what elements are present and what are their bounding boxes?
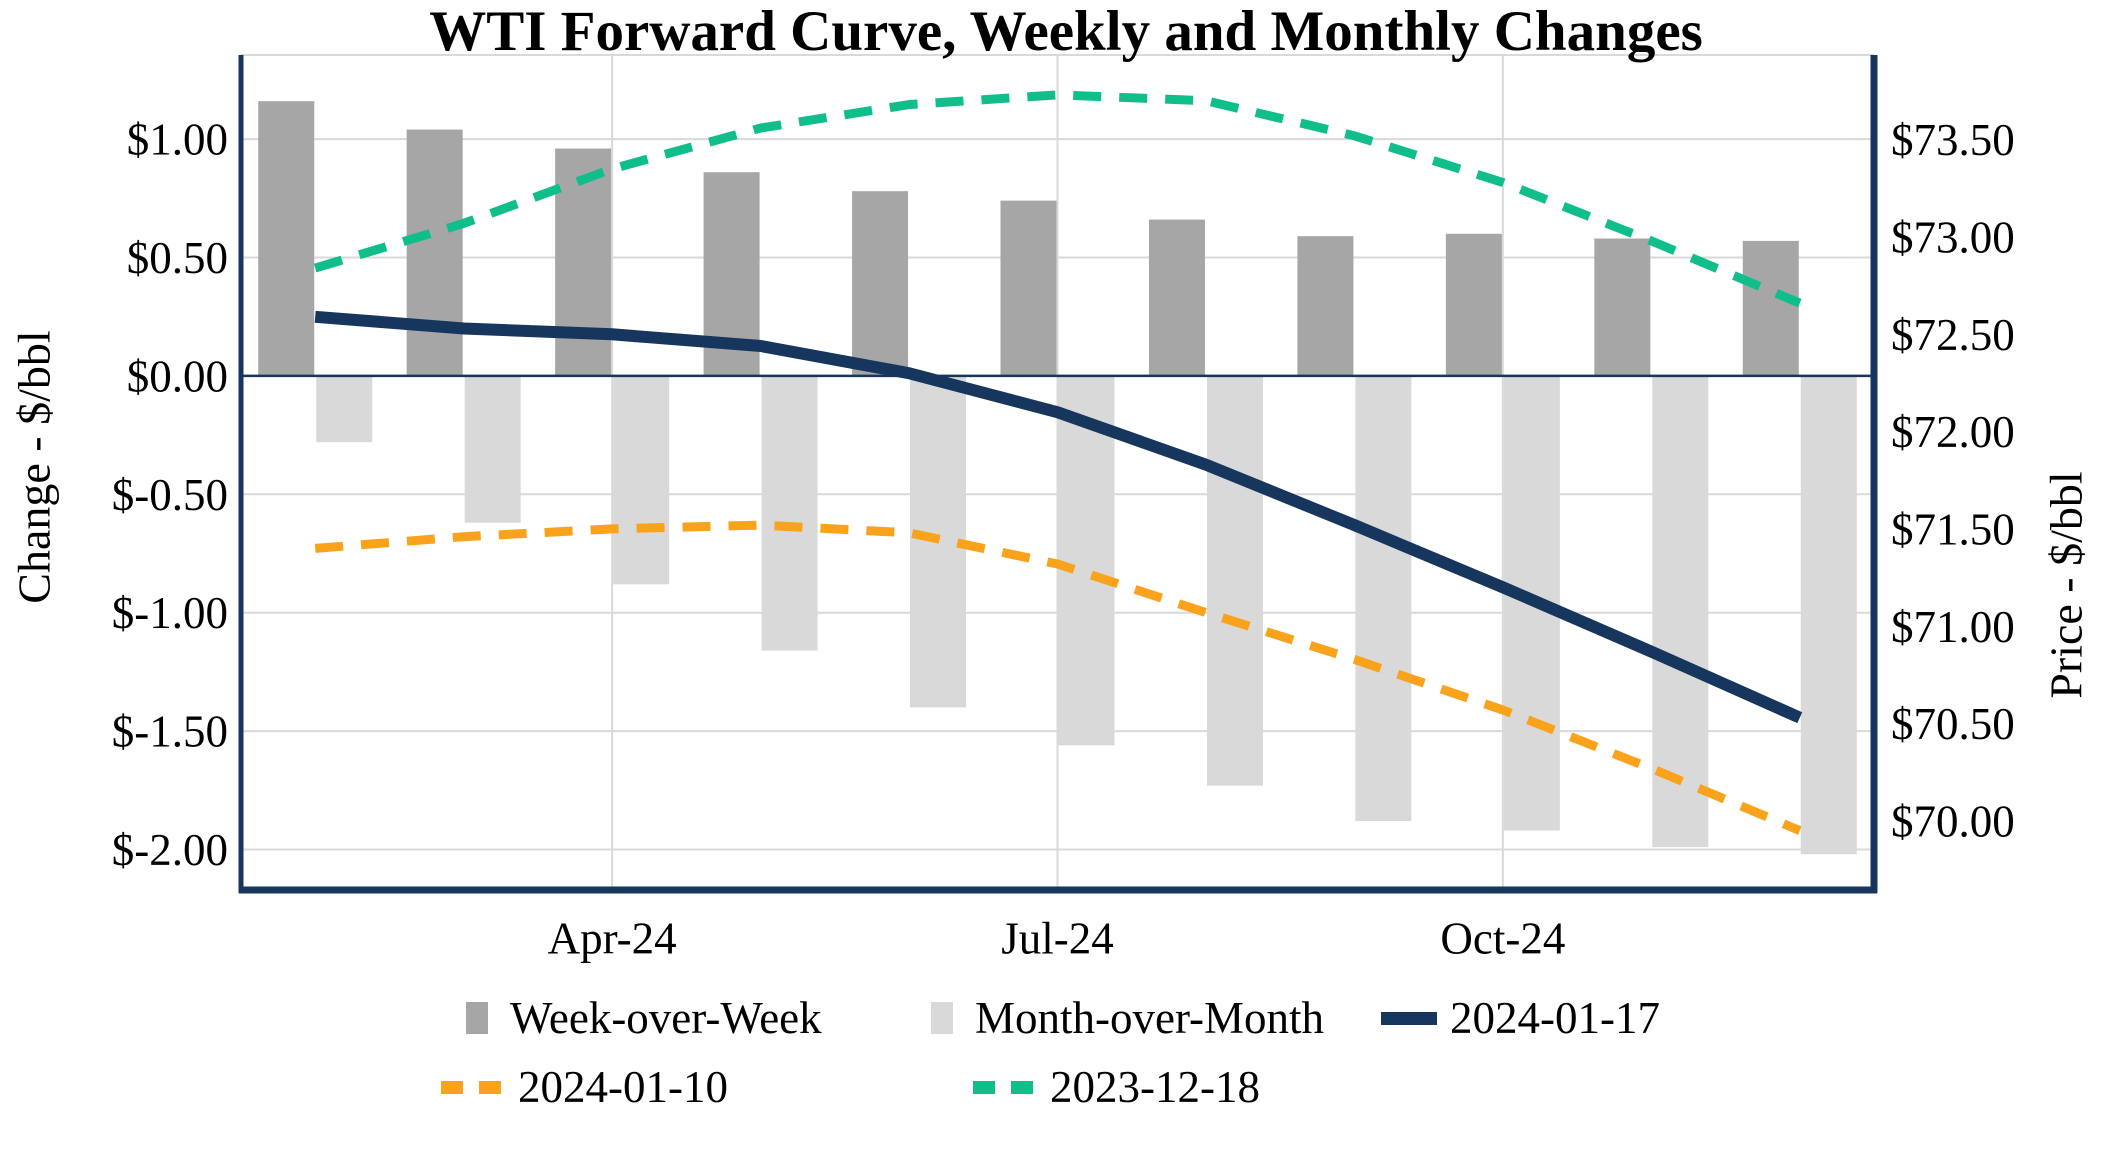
bar-month-over-month (761, 375, 818, 651)
y-tick-label-left: $-1.00 (112, 588, 228, 638)
y-tick-label-right: $70.50 (1891, 699, 2015, 749)
bar-month-over-month (613, 375, 670, 585)
y-tick-label-left: $-0.50 (112, 470, 228, 520)
y-tick-label-left: $-2.00 (112, 825, 228, 875)
legend-item-2024-01-17: 2024-01-17 (1381, 990, 1660, 1046)
legend-item-month-over-month: Month-over-Month (931, 990, 1324, 1046)
legend-item-2023-12-18: 2023-12-18 (973, 1059, 1260, 1115)
bar-month-over-month (1355, 375, 1412, 822)
bar-week-over-week (1148, 219, 1205, 376)
y-tick-label-left: $1.00 (127, 115, 228, 165)
y-tick-label-left: $0.00 (127, 351, 228, 401)
bar-week-over-week (1445, 233, 1502, 376)
bar-month-over-month (1206, 375, 1263, 786)
y-tick-label-right: $71.50 (1891, 504, 2015, 554)
chart-title: WTI Forward Curve, Weekly and Monthly Ch… (429, 0, 1703, 63)
solid-line-marker (1381, 1011, 1437, 1025)
y-tick-label-left: $0.50 (127, 233, 228, 283)
line-2024-01-17 (314, 310, 1803, 724)
y-tick-label-right: $73.00 (1891, 213, 2015, 263)
bar-week-over-week (1742, 240, 1799, 376)
bar-week-over-week (1000, 200, 1057, 376)
bar-week-over-week (258, 101, 315, 376)
bar-week-over-week (852, 191, 909, 376)
bar-month-over-month (1058, 375, 1115, 746)
y-tick-label-right: $70.00 (1891, 796, 2015, 846)
bar-week-over-week (406, 129, 463, 376)
dashed-line-marker (441, 1080, 501, 1094)
x-tick-label: Apr-24 (548, 914, 677, 964)
month-over-month-swatch (931, 1002, 953, 1034)
legend-label: Week-over-Week (510, 993, 822, 1043)
left-axis-title: Change - $/bbl (8, 330, 60, 604)
y-tick-label-right: $72.00 (1891, 407, 2015, 457)
y-tick-label-left: $-1.50 (112, 707, 228, 757)
legend-label: 2024-01-17 (1450, 993, 1660, 1043)
y-tick-label-right: $73.50 (1891, 115, 2015, 165)
dashed-line-marker (973, 1080, 1033, 1094)
right-axis-title: Price - $/bbl (2040, 471, 2092, 699)
legend-item-2024-01-10: 2024-01-10 (441, 1059, 728, 1115)
y-tick-label-right: $72.50 (1891, 310, 2015, 360)
line-2024-01-10 (314, 520, 1802, 835)
bar-week-over-week (1297, 236, 1354, 376)
legend-label: Month-over-Month (975, 993, 1325, 1043)
x-tick-label: Oct-24 (1440, 914, 1565, 964)
legend-item-week-over-week: Week-over-Week (466, 990, 822, 1046)
bar-month-over-month (316, 375, 373, 443)
week-over-week-swatch (466, 1002, 488, 1034)
bar-month-over-month (464, 375, 521, 523)
bar-month-over-month (1800, 375, 1857, 855)
x-tick-label: Jul-24 (1001, 914, 1114, 964)
legend-label: 2024-01-10 (518, 1062, 728, 1112)
legend-label: 2023-12-18 (1050, 1062, 1260, 1112)
y-tick-label-right: $71.00 (1891, 602, 2015, 652)
bar-week-over-week (1594, 238, 1651, 376)
